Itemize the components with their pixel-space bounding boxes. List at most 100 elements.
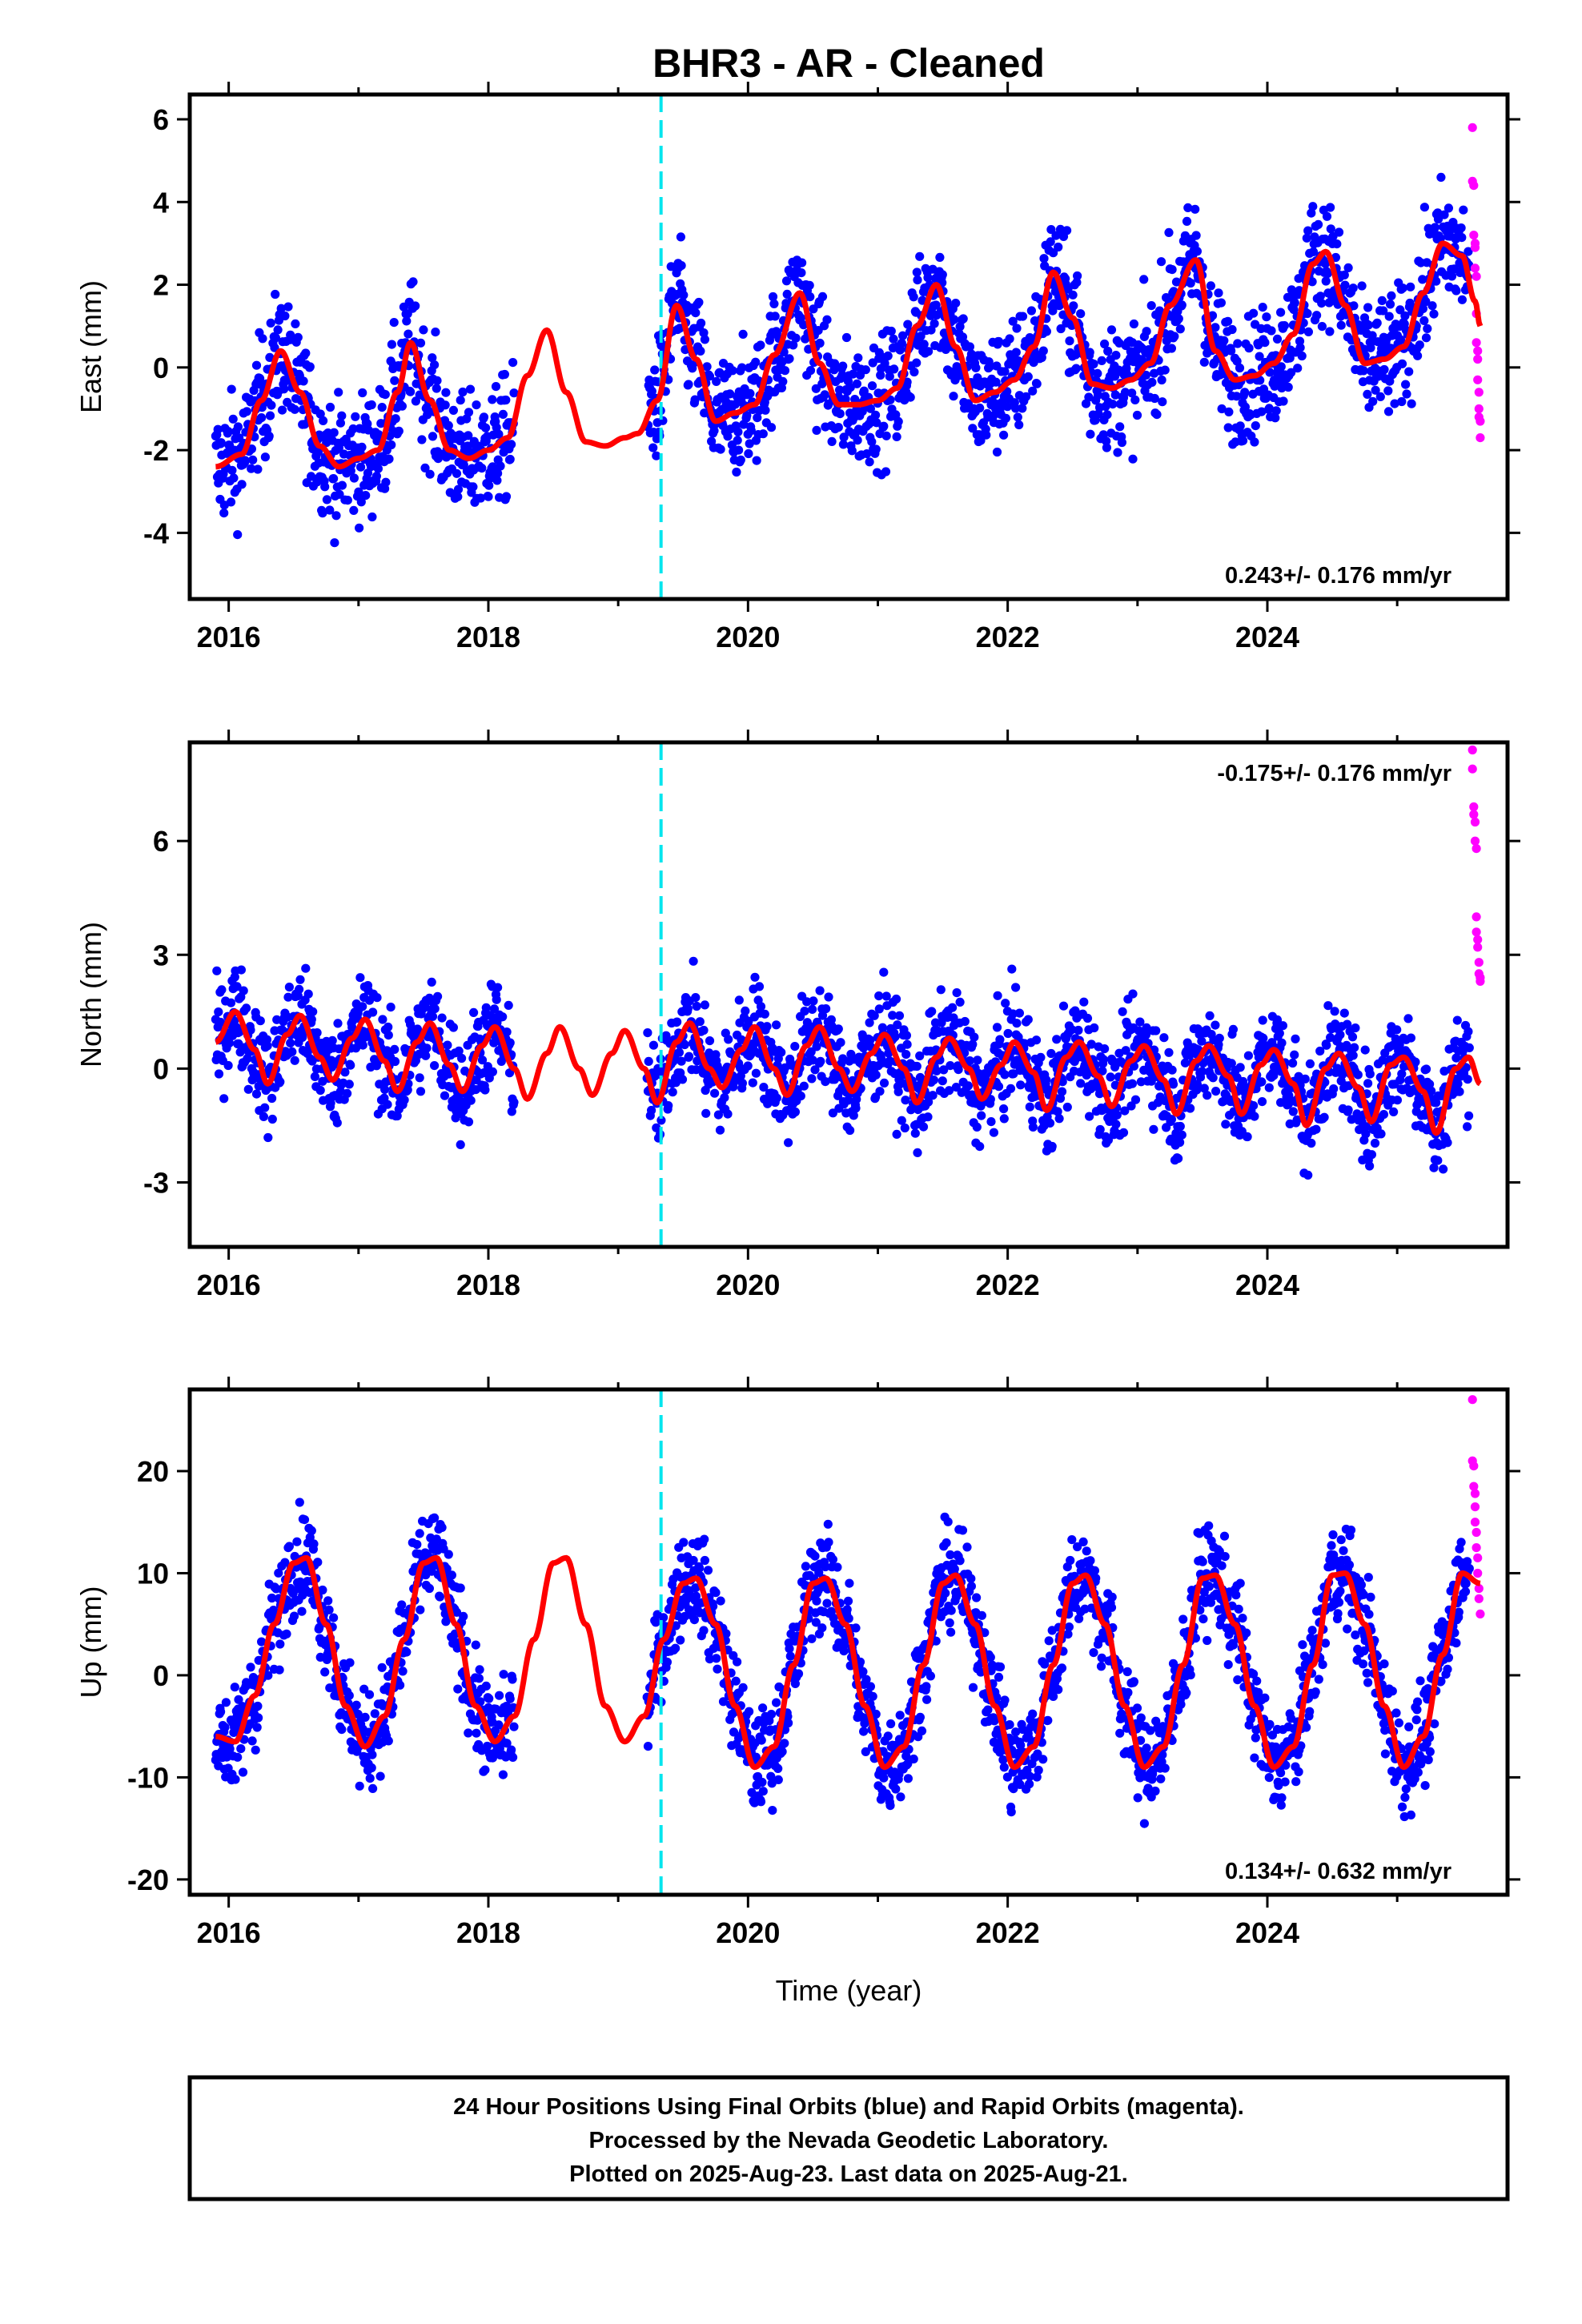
final-orbit-point — [416, 1087, 426, 1096]
final-orbit-point — [791, 333, 801, 343]
final-orbit-point — [680, 1611, 689, 1622]
final-orbit-point — [453, 485, 464, 494]
final-orbit-point — [867, 437, 877, 447]
final-orbit-point — [677, 1056, 686, 1066]
final-orbit-point — [989, 411, 998, 420]
final-orbit-point — [1012, 324, 1022, 333]
final-orbit-point — [949, 1013, 958, 1023]
final-orbit-point — [508, 1752, 518, 1762]
final-orbit-point — [939, 1065, 949, 1075]
final-orbit-point — [1233, 339, 1243, 348]
final-orbit-point — [447, 1570, 457, 1580]
final-orbit-point — [1120, 388, 1130, 397]
final-orbit-point — [1423, 324, 1432, 333]
final-orbit-point — [1095, 1124, 1105, 1135]
final-orbit-point — [1032, 379, 1042, 388]
final-orbit-point — [1102, 443, 1111, 452]
final-orbit-point — [364, 1690, 375, 1699]
final-orbit-point — [867, 381, 877, 391]
final-orbit-point — [1111, 1120, 1121, 1129]
up-plot-area — [211, 1389, 1485, 1895]
final-orbit-point — [335, 418, 345, 428]
final-orbit-point — [1264, 404, 1274, 413]
final-orbit-point — [839, 432, 849, 442]
final-orbit-point — [1323, 269, 1332, 279]
final-orbit-point — [427, 977, 436, 987]
rapid-orbit-point — [1469, 181, 1479, 191]
final-orbit-point — [273, 325, 283, 335]
final-orbit-point — [1290, 1050, 1299, 1059]
final-orbit-point — [676, 1635, 685, 1645]
final-orbit-point — [1058, 1077, 1067, 1087]
final-orbit-point — [280, 1558, 290, 1567]
final-orbit-point — [1100, 1044, 1110, 1054]
final-orbit-point — [312, 1028, 322, 1038]
final-orbit-point — [1294, 274, 1303, 283]
final-orbit-point — [697, 318, 706, 328]
final-orbit-point — [1277, 383, 1287, 393]
final-orbit-point — [720, 1093, 729, 1103]
final-orbit-point — [999, 1114, 1009, 1124]
final-orbit-point — [1167, 265, 1177, 275]
final-orbit-point — [453, 492, 463, 501]
final-orbit-point — [872, 418, 881, 428]
final-orbit-point — [999, 1104, 1009, 1114]
final-orbit-point — [1343, 1019, 1352, 1029]
final-orbit-point — [743, 1061, 753, 1071]
final-orbit-point — [493, 983, 503, 992]
final-orbit-point — [1160, 365, 1170, 375]
final-orbit-point — [705, 1655, 715, 1664]
final-orbit-point — [723, 432, 733, 441]
final-orbit-point — [366, 462, 376, 472]
final-orbit-point — [424, 1583, 435, 1594]
final-orbit-point — [699, 328, 709, 338]
final-orbit-point — [292, 1537, 302, 1546]
final-orbit-point — [1257, 1077, 1267, 1087]
final-orbit-point — [971, 363, 981, 372]
y-tick-label: 6 — [153, 825, 169, 858]
final-orbit-point — [1037, 352, 1046, 363]
final-orbit-point — [1431, 1098, 1441, 1108]
final-orbit-point — [853, 353, 863, 363]
final-orbit-point — [416, 338, 426, 348]
north-rapid-orbit-points — [1468, 745, 1485, 986]
final-orbit-point — [1070, 1006, 1080, 1015]
final-orbit-point — [745, 1707, 754, 1716]
final-orbit-point — [284, 1542, 294, 1551]
final-orbit-point — [1334, 227, 1344, 237]
final-orbit-point — [1367, 1150, 1376, 1160]
final-orbit-point — [313, 448, 323, 457]
final-orbit-point — [1399, 1062, 1409, 1072]
final-orbit-point — [1363, 303, 1373, 312]
final-orbit-point — [432, 376, 442, 385]
final-orbit-point — [691, 993, 701, 1003]
final-orbit-point — [700, 1534, 709, 1544]
final-orbit-point — [495, 1691, 504, 1700]
final-orbit-point — [475, 1665, 484, 1675]
final-orbit-point — [1339, 270, 1349, 279]
final-orbit-point — [1406, 1033, 1415, 1043]
final-orbit-point — [784, 1138, 793, 1148]
final-orbit-point — [1018, 312, 1028, 321]
final-orbit-point — [643, 1028, 652, 1038]
final-orbit-point — [728, 366, 737, 376]
final-orbit-point — [464, 1728, 473, 1738]
final-orbit-point — [1259, 1033, 1268, 1043]
final-orbit-point — [1205, 1011, 1215, 1020]
final-orbit-point — [507, 1745, 516, 1755]
final-orbit-point — [729, 1727, 739, 1737]
final-orbit-point — [271, 333, 280, 343]
final-orbit-point — [1463, 1122, 1472, 1132]
final-orbit-point — [879, 1078, 889, 1088]
x-tick-label: 2016 — [197, 621, 261, 653]
final-orbit-point — [1118, 1128, 1129, 1137]
final-orbit-point — [1392, 1025, 1402, 1035]
final-orbit-point — [838, 361, 848, 371]
final-orbit-point — [1267, 326, 1276, 336]
final-orbit-point — [361, 491, 371, 501]
final-orbit-point — [1203, 1091, 1212, 1100]
final-orbit-point — [289, 1611, 299, 1621]
final-orbit-point — [383, 1031, 393, 1040]
final-orbit-point — [1398, 283, 1407, 293]
final-orbit-point — [283, 992, 293, 1002]
